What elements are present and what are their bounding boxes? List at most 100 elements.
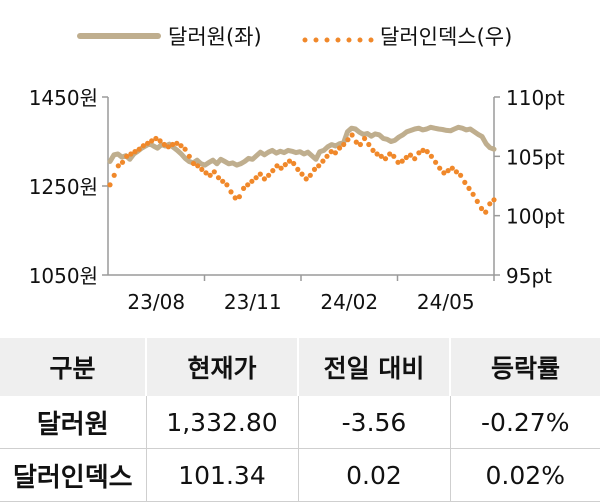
data-point-dxy: [307, 172, 313, 178]
data-point-dxy: [407, 152, 414, 158]
y-right-tick-label: 100pt: [506, 205, 565, 229]
data-point-dxy: [157, 138, 163, 144]
data-point-dxy: [412, 156, 418, 162]
change-rate-cell: 0.02%: [450, 448, 600, 502]
data-point-dxy: [220, 178, 226, 184]
data-point-dxy: [395, 159, 401, 165]
chart: 달러원(좌) 달러인덱스(우) 1450원 1250원 1050원 110pt 105p…: [29, 25, 565, 314]
data-point-dxy: [382, 156, 389, 162]
legend-label-dxy: 달러인덱스(우): [380, 25, 512, 49]
data-point-dxy: [341, 141, 347, 148]
data-point-dxy: [487, 201, 493, 207]
data-point-dxy: [165, 144, 171, 150]
data-point-dxy: [491, 197, 497, 203]
y-left-tick-label: 1050원: [29, 264, 98, 288]
data-point-dxy: [253, 175, 259, 181]
data-point-dxy: [474, 198, 480, 204]
data-point-dxy: [124, 153, 130, 159]
data-point-dxy: [370, 147, 376, 153]
data-point-dxy: [170, 141, 176, 148]
data-point-dxy: [132, 149, 138, 155]
data-point-dxy: [478, 205, 485, 212]
data-point-dxy: [295, 166, 301, 172]
y-right-tick-label: 95pt: [506, 264, 552, 288]
fx-summary-table: 구분 현재가 전일 대비 등락률 달러원 1,332.80 -3.56 -0.2…: [0, 338, 600, 502]
chart-legend: 달러원(좌) 달러인덱스(우): [77, 25, 512, 49]
x-tick-label: 24/05: [417, 290, 475, 314]
data-point-dxy: [470, 191, 476, 197]
data-point-dxy: [149, 138, 155, 144]
data-point-dxy: [320, 158, 326, 164]
data-point-dxy: [224, 182, 230, 188]
data-point-dxy: [249, 178, 255, 184]
table-row: 달러원 1,332.80 -3.56 -0.27%: [0, 396, 600, 449]
data-point-dxy: [136, 146, 142, 152]
change-rate-cell: -0.27%: [450, 396, 600, 449]
row-label: 달러인덱스: [0, 448, 147, 502]
data-point-dxy: [257, 171, 263, 177]
data-point-dxy: [232, 195, 238, 201]
series-line-usdkrw: [107, 124, 497, 168]
data-point-dxy: [278, 165, 284, 171]
data-point-dxy: [190, 160, 197, 167]
data-point-dxy: [186, 153, 192, 159]
header-change-rate: 등락률: [450, 338, 600, 396]
data-point-dxy: [466, 185, 472, 191]
data-point-dxy: [128, 151, 134, 157]
header-current-price: 현재가: [146, 338, 299, 396]
data-point-dxy: [199, 166, 205, 172]
data-point-dxy: [203, 170, 209, 176]
data-point-dxy: [115, 163, 121, 169]
chart-axes: 1450원 1250원 1050원 110pt 105pt 100pt 95pt 23/08 2…: [29, 86, 565, 314]
data-point-dxy: [374, 151, 380, 157]
data-point-dxy: [291, 160, 297, 167]
data-point-dxy: [458, 172, 464, 178]
data-point-dxy: [403, 154, 409, 161]
data-point-dxy: [211, 169, 217, 175]
y-right-tick-label: 105pt: [506, 145, 565, 169]
data-point-dxy: [174, 140, 180, 146]
data-point-dxy: [178, 143, 184, 149]
data-point-dxy: [399, 158, 405, 164]
current-price-cell: 1,332.80: [146, 396, 299, 449]
data-point-dxy: [241, 185, 247, 191]
data-point-dxy: [266, 172, 272, 178]
data-point-dxy: [299, 171, 305, 177]
data-point-dxy: [349, 132, 355, 138]
x-tick-label: 23/08: [127, 290, 185, 314]
header-category: 구분: [0, 338, 147, 396]
data-point-dxy: [345, 137, 351, 143]
data-point-dxy: [153, 135, 159, 142]
data-point-dxy: [207, 172, 213, 178]
data-point-dxy: [391, 153, 397, 159]
data-point-dxy: [366, 141, 372, 148]
data-point-dxy: [107, 182, 113, 188]
chart-series: [107, 124, 497, 215]
data-point-dxy: [245, 182, 251, 188]
current-price-cell: 101.34: [146, 448, 299, 502]
change-cell: 0.02: [298, 448, 451, 502]
data-point-dxy: [441, 170, 447, 176]
data-point-dxy: [274, 163, 280, 169]
header-change: 전일 대비: [298, 338, 451, 396]
data-point-dxy: [424, 149, 430, 155]
data-point-dxy: [362, 135, 368, 142]
data-point-dxy: [449, 165, 455, 171]
legend-label-usdkrw: 달러원(좌): [168, 25, 262, 49]
data-point-dxy: [195, 163, 201, 169]
data-point-dxy: [437, 165, 443, 171]
data-point-dxy: [119, 159, 126, 165]
data-point-dxy: [270, 168, 276, 174]
data-point-dxy: [236, 194, 242, 200]
data-point-dxy: [420, 147, 426, 153]
data-point-dxy: [378, 153, 384, 159]
data-point-dxy: [286, 158, 293, 164]
data-point-dxy: [324, 153, 330, 159]
row-label: 달러원: [0, 396, 147, 449]
data-point-dxy: [332, 150, 338, 156]
data-point-dxy: [445, 168, 451, 174]
data-point-dxy: [140, 143, 146, 149]
data-point-dxy: [328, 149, 334, 155]
data-point-dxy: [111, 172, 117, 178]
data-point-dxy: [145, 140, 151, 146]
